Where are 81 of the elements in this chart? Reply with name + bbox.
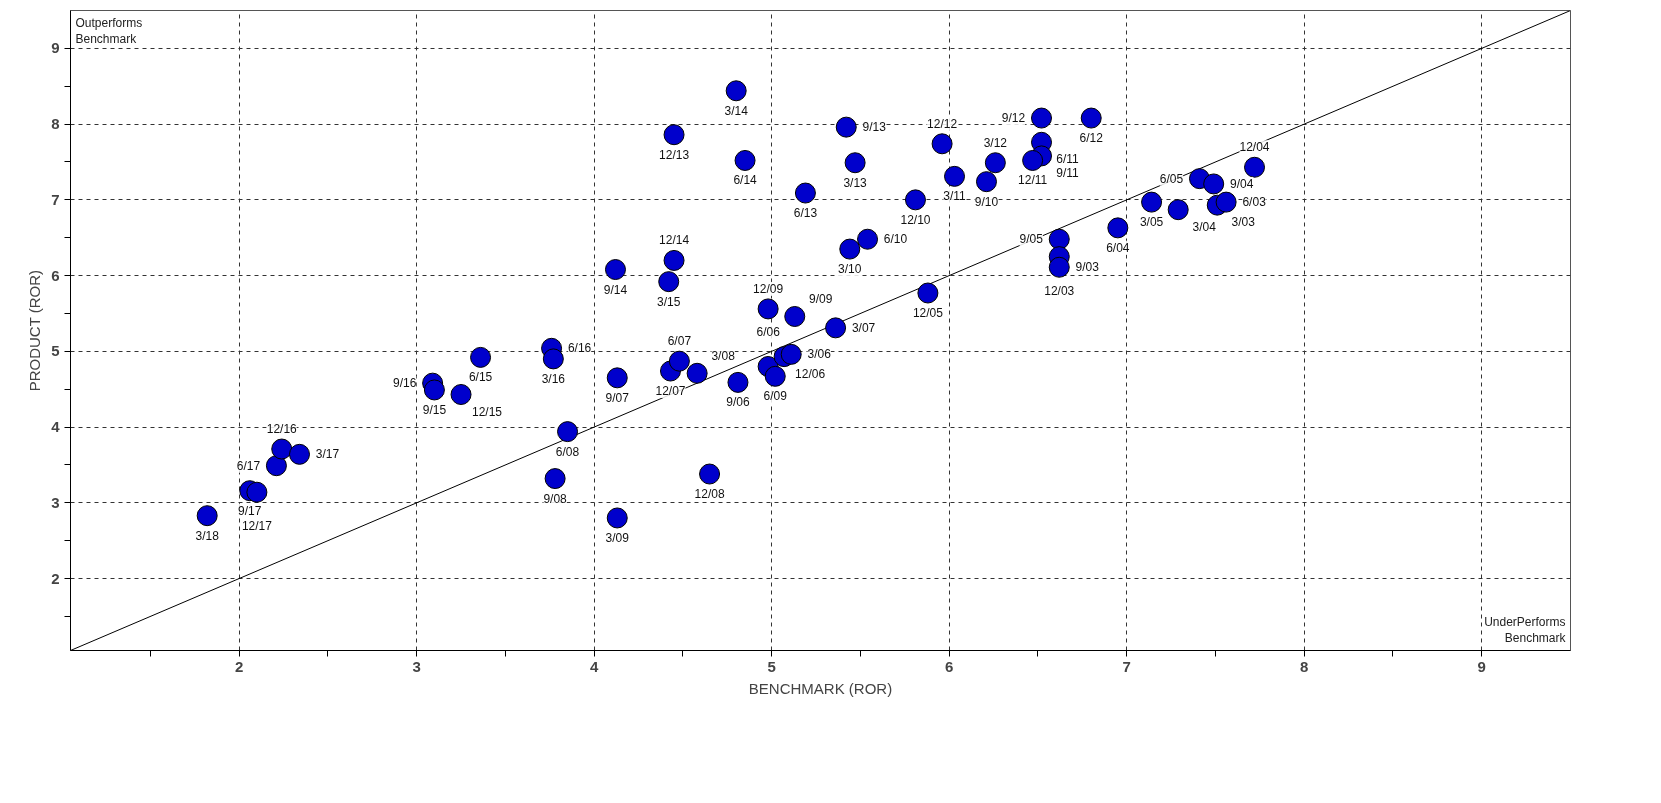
annotation: 3/07	[851, 320, 876, 335]
annotation: 9/04	[1230, 176, 1254, 191]
annotation: 9/16	[392, 376, 417, 391]
annotation: 6/12	[1079, 131, 1104, 146]
annotation: 6/17	[236, 458, 261, 473]
annotation: 3/04	[1192, 219, 1217, 234]
annotation: 6/13	[793, 206, 818, 221]
x-axis-title: BENCHMARK (ROR)	[748, 679, 893, 697]
annotation: 6/06	[756, 325, 781, 340]
annotation: 12/16	[266, 422, 298, 437]
annotation: 6/14	[733, 173, 758, 188]
y-tick-label: 3	[51, 493, 60, 511]
annotation: 3/16	[541, 371, 566, 386]
x-tick-label: 4	[590, 657, 599, 675]
annotation: 12/03	[1044, 283, 1075, 298]
annotation: 3/05	[1139, 215, 1164, 230]
annotation: 3/13	[843, 175, 868, 190]
annotation: 9/15	[422, 402, 447, 417]
annotation: 12/17	[241, 519, 273, 534]
annotation: 6/07	[667, 334, 692, 349]
annotation: 6/10	[883, 232, 908, 247]
y-tick-label: 6	[51, 266, 60, 284]
annotation: 6/16	[567, 341, 592, 356]
annotation: 3/08	[711, 349, 736, 364]
annotation: 6/11	[1056, 152, 1080, 167]
annotation: 9/13	[862, 120, 887, 135]
annotation: 6/08	[555, 444, 580, 459]
annotation: 9/11	[1056, 165, 1080, 180]
annotation: 12/09	[753, 281, 784, 296]
annotation: 9/09	[809, 292, 833, 307]
annotation: UnderPerforms Benchmark	[1484, 614, 1567, 646]
annotation: 12/10	[900, 212, 931, 227]
annotation: 9/03	[1075, 260, 1100, 275]
y-tick-label: 9	[51, 39, 60, 57]
x-tick-label: 3	[412, 657, 421, 675]
annotation: 3/18	[195, 528, 220, 543]
annotation: 9/14	[603, 282, 628, 297]
annotation: 9/12	[1001, 111, 1026, 126]
annotation: 12/08	[694, 487, 725, 502]
annotation: 3/17	[315, 447, 340, 462]
x-tick-label: 9	[1477, 657, 1486, 675]
annotation: 9/10	[974, 194, 999, 209]
x-tick-label: 5	[767, 657, 776, 675]
annotation: 12/11	[1018, 173, 1048, 188]
annotation: 3/06	[807, 347, 832, 362]
y-tick-label: 8	[51, 115, 60, 133]
annotation: 6/09	[763, 389, 788, 404]
x-tick-label: 6	[945, 657, 954, 675]
x-tick-label: 7	[1122, 657, 1131, 675]
annotation: 6/05	[1159, 171, 1184, 186]
annotation: 12/15	[472, 404, 503, 419]
x-tick-label: 8	[1300, 657, 1309, 675]
annotation: 12/05	[912, 306, 944, 321]
annotation: 6/15	[468, 370, 493, 385]
annotation: 9/07	[605, 390, 630, 405]
annotation: 12/07	[655, 384, 686, 399]
annotation: 3/12	[983, 135, 1008, 150]
annotation: 9/08	[543, 491, 568, 506]
annotation: 12/12	[927, 116, 958, 131]
annotation: 3/09	[605, 530, 630, 545]
annotation: 3/11	[943, 189, 967, 204]
annotation: Outperforms Benchmark	[75, 15, 143, 47]
annotation: 9/05	[1019, 232, 1044, 247]
annotation: 3/10	[838, 262, 862, 277]
annotation: 6/04	[1106, 240, 1130, 255]
y-tick-label: 7	[51, 190, 60, 208]
y-tick-label: 4	[51, 418, 61, 436]
y-tick-label: 5	[51, 342, 60, 360]
x-tick-label: 2	[234, 657, 244, 675]
annotation: 12/06	[795, 366, 826, 381]
annotation: 12/04	[1239, 140, 1270, 155]
annotation: 12/14	[659, 233, 690, 248]
annotation: 12/13	[659, 147, 690, 162]
annotation: 3/03	[1231, 215, 1256, 230]
annotation: 3/15	[657, 294, 681, 309]
annotation: 6/03	[1242, 195, 1267, 210]
y-tick-label: 2	[51, 569, 60, 587]
y-axis-title: PRODUCT (ROR)	[26, 269, 44, 392]
annotation: 9/06	[726, 395, 750, 410]
annotation: 3/14	[724, 103, 749, 118]
annotation: 9/17	[238, 503, 262, 518]
